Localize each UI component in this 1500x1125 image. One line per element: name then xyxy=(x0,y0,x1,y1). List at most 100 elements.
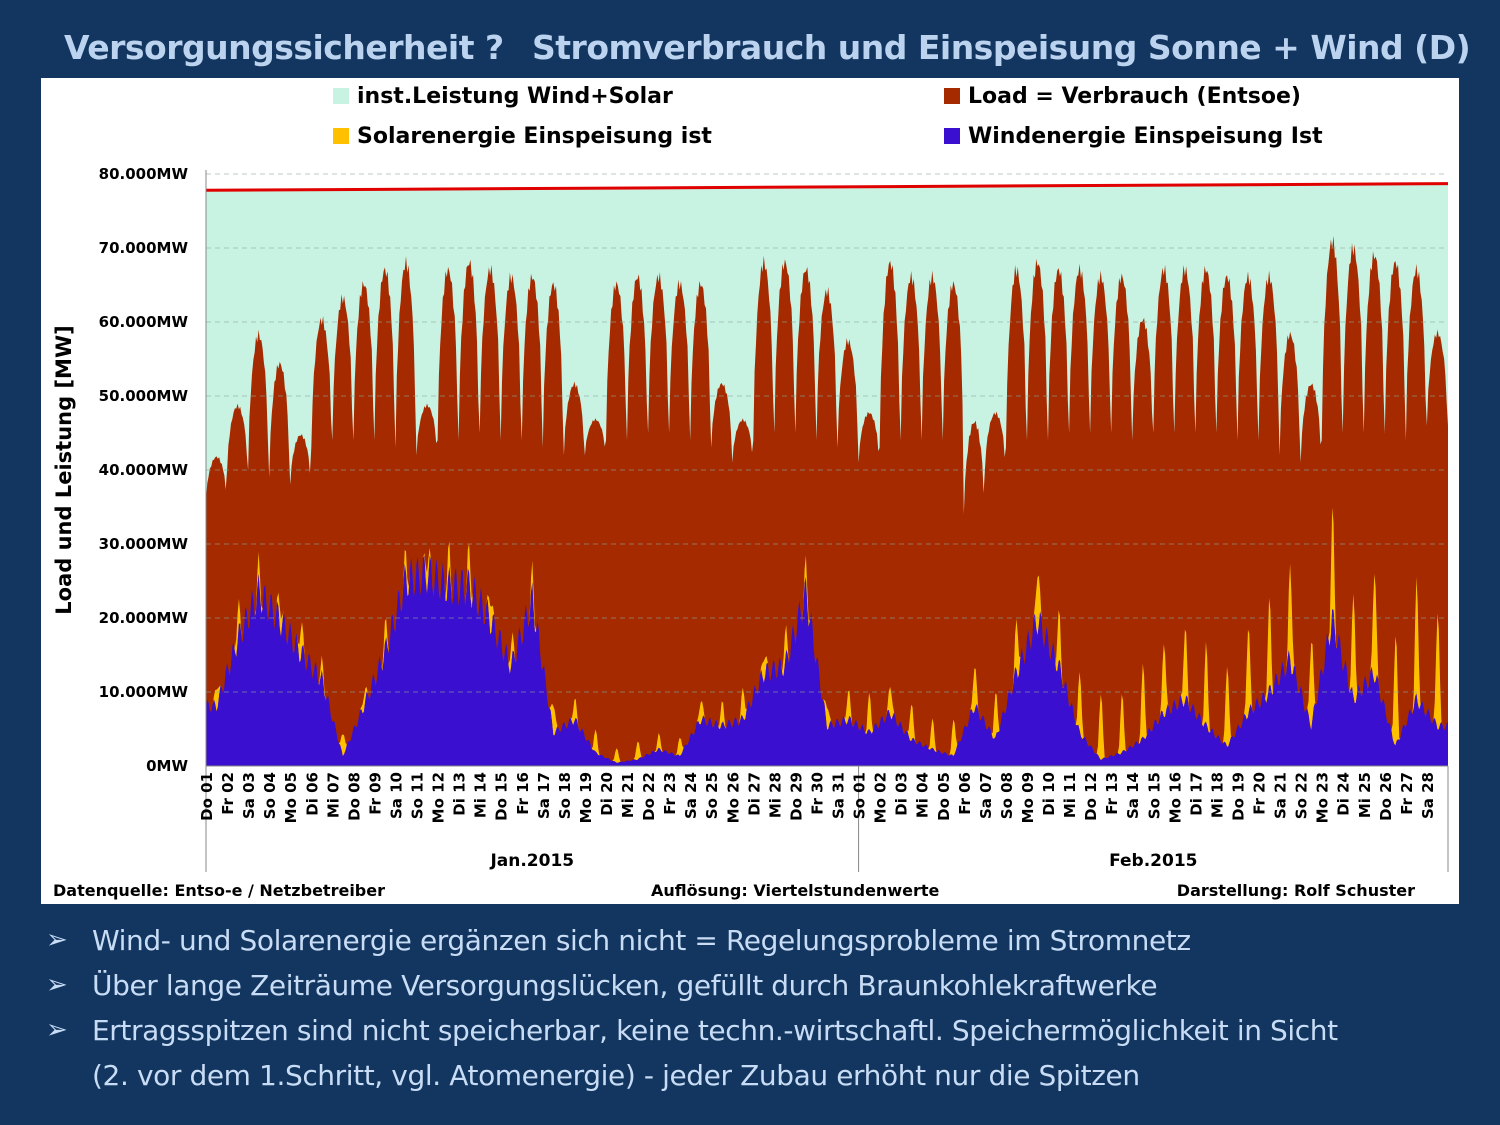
x-tick-label: Di 13 xyxy=(451,772,469,816)
x-tick-label: Di 17 xyxy=(1187,772,1205,816)
x-tick-label: Sa 17 xyxy=(535,772,553,819)
x-tick-label: Sa 31 xyxy=(830,772,848,819)
y-tick-label: 80.000MW xyxy=(99,165,189,183)
x-tick-label: Mi 11 xyxy=(1061,772,1079,818)
installed-capacity-line xyxy=(205,182,1449,192)
x-tick-label: Mi 07 xyxy=(324,772,342,818)
month-label: Feb.2015 xyxy=(1109,851,1197,871)
chart-panel: 0MW 10.000MW 20.000MW 30.000MW 40.000MW 50.00… xyxy=(41,78,1459,904)
x-tick-label: Do 08 xyxy=(345,772,363,821)
x-tick-label: Fr 02 xyxy=(219,772,237,815)
x-tick-label: Mi 25 xyxy=(1356,772,1374,818)
bullet-list: ➢ Wind- und Solarenergie ergänzen sich ni… xyxy=(44,918,1484,1098)
x-tick-label: Di 10 xyxy=(1040,772,1058,816)
x-tick-label: Sa 03 xyxy=(240,772,258,819)
x-tick-label: Mi 28 xyxy=(766,772,784,818)
y-tick-label: 60.000MW xyxy=(99,313,189,331)
x-tick-label: Fr 06 xyxy=(956,772,974,815)
wind-area xyxy=(206,555,1448,766)
y-axis-title: Load und Leistung [MW] xyxy=(52,325,76,614)
x-tick-label: Do 22 xyxy=(640,772,658,821)
bullet-item: ➢ Ertragsspitzen sind nicht speicherbar, … xyxy=(44,1008,1484,1053)
slide-title-right: Stromverbrauch und Einspeisung Sonne + W… xyxy=(532,28,1471,67)
y-tick-label: 40.000MW xyxy=(99,461,189,479)
bullet-arrow-icon: ➢ xyxy=(46,1015,68,1045)
author-text: Darstellung: Rolf Schuster xyxy=(1177,881,1415,900)
month-label: Jan.2015 xyxy=(489,851,574,871)
x-tick-label: Do 19 xyxy=(1229,772,1247,821)
x-tick-label: Mi 21 xyxy=(619,772,637,818)
x-tick-label: Sa 07 xyxy=(977,772,995,819)
x-tick-label: So 25 xyxy=(703,772,721,819)
x-tick-label: Mo 02 xyxy=(872,772,890,823)
legend: inst.Leistung Wind+Solar Load = Verbrauch… xyxy=(333,84,1323,149)
x-tick-label: Mo 19 xyxy=(577,772,595,823)
x-tick-label: So 04 xyxy=(261,772,279,819)
x-tick-label: Mo 16 xyxy=(1166,772,1184,823)
legend-swatch xyxy=(944,88,960,104)
x-tick-label: Do 01 xyxy=(198,772,216,821)
x-tick-label: Mo 26 xyxy=(724,772,742,823)
legend-label: Solarenergie Einspeisung ist xyxy=(357,124,712,149)
bullet-continuation: (2. vor dem 1.Schritt, vgl. Atomenergie)… xyxy=(92,1059,1140,1092)
x-tick-label: So 22 xyxy=(1293,772,1311,819)
x-tick-label: Mi 18 xyxy=(1208,772,1226,818)
bullet-text: Über lange Zeiträume Versorgungslücken, … xyxy=(92,969,1158,1002)
x-tick-label: Mo 12 xyxy=(430,772,448,823)
x-tick-label: Di 20 xyxy=(598,772,616,816)
y-tick-label: 10.000MW xyxy=(99,683,189,701)
y-tick-label: 70.000MW xyxy=(99,239,189,257)
bullet-item: ➢ Wind- und Solarenergie ergänzen sich ni… xyxy=(44,918,1484,963)
x-tick-label: Do 26 xyxy=(1377,772,1395,821)
y-tick-label: 0MW xyxy=(146,757,188,775)
legend-label: Load = Verbrauch (Entsoe) xyxy=(968,84,1301,109)
x-tick-label: Sa 28 xyxy=(1419,772,1437,819)
y-tick-label: 20.000MW xyxy=(99,609,189,627)
x-tick-label: Mo 09 xyxy=(1019,772,1037,823)
bullet-arrow-icon: ➢ xyxy=(46,970,68,1000)
legend-swatch xyxy=(333,88,349,104)
x-tick-label: Sa 10 xyxy=(387,772,405,819)
x-tick-label: Do 29 xyxy=(787,772,805,821)
x-tick-label: Mo 23 xyxy=(1314,772,1332,823)
y-tick-label: 30.000MW xyxy=(99,535,189,553)
x-tick-label: Do 12 xyxy=(1082,772,1100,821)
x-tick-label: So 18 xyxy=(556,772,574,819)
solar-area xyxy=(206,507,1448,763)
chart-footer: Datenquelle: Entso-e / Netzbetreiber Aufl… xyxy=(53,881,1415,900)
legend-swatch xyxy=(944,128,960,144)
x-tick-label: Sa 14 xyxy=(1124,772,1142,819)
x-tick-label: Fr 09 xyxy=(366,772,384,815)
x-tick-label: So 08 xyxy=(998,772,1016,819)
data-source-text: Datenquelle: Entso-e / Netzbetreiber xyxy=(53,881,385,900)
x-tick-label: Fr 13 xyxy=(1103,772,1121,815)
x-tick-label: Di 24 xyxy=(1335,772,1353,816)
x-tick-label: Fr 30 xyxy=(808,772,826,815)
x-tick-label: Di 06 xyxy=(303,772,321,816)
slide-title-left: Versorgungssicherheit ? xyxy=(64,28,504,67)
legend-swatch xyxy=(333,128,349,144)
x-tick-label: Mo 05 xyxy=(282,772,300,823)
bullet-text: Ertragsspitzen sind nicht speicherbar, k… xyxy=(92,1014,1338,1047)
area-layers xyxy=(205,182,1449,766)
x-tick-label: So 15 xyxy=(1145,772,1163,819)
x-tick-label: Fr 16 xyxy=(514,772,532,815)
axes: 0MW 10.000MW 20.000MW 30.000MW 40.000MW 50.00… xyxy=(52,165,1449,872)
bullet-arrow-icon: ➢ xyxy=(46,925,68,955)
x-tick-label: Fr 23 xyxy=(661,772,679,815)
load-area xyxy=(206,235,1448,766)
x-tick-label: Di 03 xyxy=(893,772,911,816)
x-tick-label: So 11 xyxy=(409,772,427,819)
x-tick-label: Sa 24 xyxy=(682,772,700,819)
x-tick-label: So 01 xyxy=(851,772,869,819)
x-tick-label: Di 27 xyxy=(745,772,763,816)
legend-label: inst.Leistung Wind+Solar xyxy=(357,84,673,109)
x-tick-label: Do 15 xyxy=(493,772,511,821)
x-tick-label: Fr 27 xyxy=(1398,772,1416,815)
gridlines xyxy=(206,173,1448,693)
resolution-text: Auflösung: Viertelstundenwerte xyxy=(651,881,939,900)
y-tick-label: 50.000MW xyxy=(99,387,189,405)
x-tick-label: Fr 20 xyxy=(1251,772,1269,815)
chart-svg: 0MW 10.000MW 20.000MW 30.000MW 40.000MW 50.00… xyxy=(52,84,1449,900)
bullet-item: ➢ Über lange Zeiträume Versorgungslücken,… xyxy=(44,963,1484,1008)
